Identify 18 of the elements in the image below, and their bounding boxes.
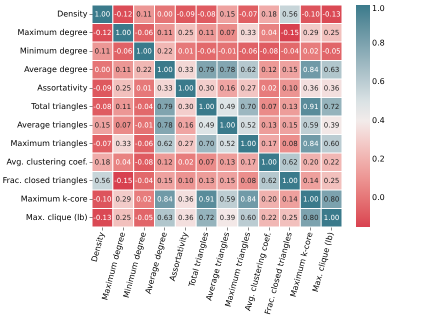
y-tick-label: Total triangles [30, 102, 88, 111]
y-tick-label: Maximum degree [18, 28, 88, 37]
y-tick-label: Max. clique (lb) [26, 212, 88, 222]
color-bar-label: 0.8 [372, 38, 385, 48]
y-tick-label: Minimum degree [20, 46, 88, 56]
color-bar-label: 1.0 [372, 4, 385, 13]
y-tick-label: Maximum triangles [10, 138, 88, 148]
y-tick-label: Density [57, 9, 88, 18]
y-tick-label: Frac. closed triangles [2, 176, 88, 185]
y-tick-label: Average triangles [17, 120, 88, 130]
y-tick-label: Assortativity [37, 83, 88, 92]
color-bar-label: 0.0 [372, 193, 385, 202]
y-tick-label: Maximum k-core [20, 194, 88, 204]
y-tick-label: Avg. clustering coef. [6, 157, 88, 166]
color-bar-label: 0.6 [372, 77, 385, 86]
y-tick-label: Average degree [24, 64, 88, 74]
color-bar-label: 0.4 [372, 116, 385, 125]
color-bar-label: 0.2 [372, 154, 385, 164]
